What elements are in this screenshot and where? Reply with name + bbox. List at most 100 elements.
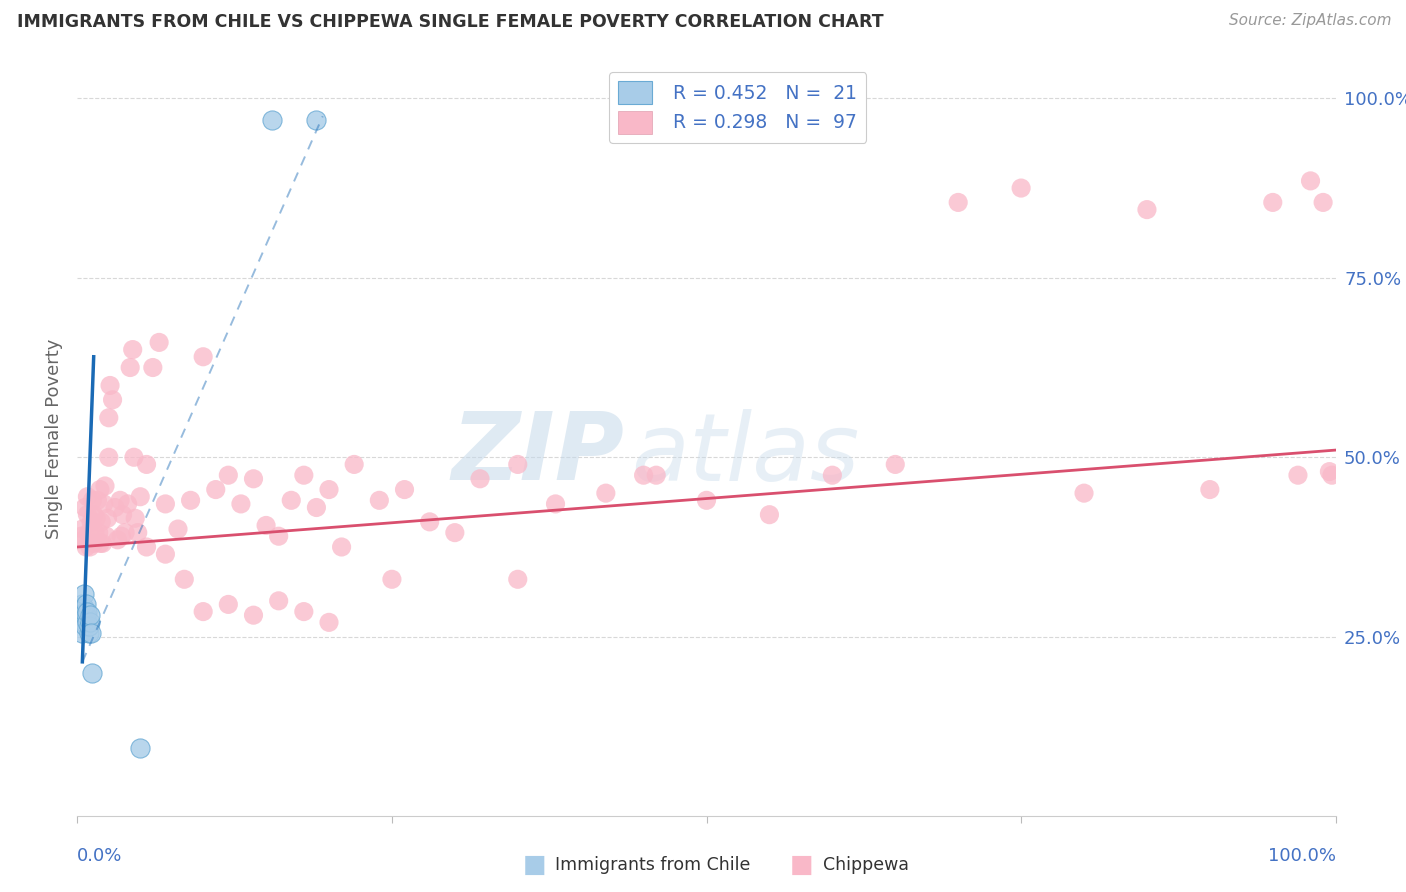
Point bbox=[419, 515, 441, 529]
Point bbox=[122, 450, 145, 465]
Text: ■: ■ bbox=[523, 854, 546, 877]
Point bbox=[129, 490, 152, 504]
Point bbox=[394, 483, 416, 497]
Point bbox=[292, 468, 315, 483]
Point bbox=[70, 529, 93, 543]
Point bbox=[73, 605, 96, 619]
Point bbox=[544, 497, 567, 511]
Point bbox=[96, 511, 118, 525]
Point bbox=[821, 468, 844, 483]
Point bbox=[318, 615, 340, 630]
Point bbox=[645, 468, 668, 483]
Point bbox=[1136, 202, 1159, 217]
Point bbox=[142, 360, 165, 375]
Point bbox=[633, 468, 655, 483]
Point bbox=[104, 500, 127, 515]
Point bbox=[1320, 468, 1343, 483]
Point bbox=[506, 572, 529, 586]
Point bbox=[444, 525, 467, 540]
Point bbox=[72, 522, 94, 536]
Point bbox=[75, 608, 97, 623]
Point bbox=[77, 626, 100, 640]
Point bbox=[267, 529, 290, 543]
Point bbox=[72, 533, 94, 547]
Point bbox=[96, 529, 118, 543]
Point bbox=[114, 525, 136, 540]
Point bbox=[758, 508, 780, 522]
Point bbox=[155, 497, 177, 511]
Point bbox=[90, 515, 112, 529]
Point bbox=[120, 360, 142, 375]
Text: IMMIGRANTS FROM CHILE VS CHIPPEWA SINGLE FEMALE POVERTY CORRELATION CHART: IMMIGRANTS FROM CHILE VS CHIPPEWA SINGLE… bbox=[17, 13, 883, 31]
Point bbox=[72, 587, 94, 601]
Point bbox=[87, 525, 110, 540]
Point bbox=[292, 605, 315, 619]
Point bbox=[84, 511, 107, 525]
Point bbox=[155, 547, 177, 561]
Point bbox=[89, 483, 111, 497]
Point bbox=[127, 525, 149, 540]
Point bbox=[82, 665, 104, 680]
Point bbox=[93, 497, 115, 511]
Point bbox=[121, 343, 143, 357]
Point bbox=[117, 497, 139, 511]
Point bbox=[506, 458, 529, 472]
Point bbox=[1299, 174, 1322, 188]
Point bbox=[91, 536, 114, 550]
Text: Immigrants from Chile: Immigrants from Chile bbox=[555, 856, 751, 874]
Point bbox=[76, 508, 98, 522]
Point bbox=[135, 458, 157, 472]
Point bbox=[89, 536, 111, 550]
Point bbox=[204, 483, 226, 497]
Point bbox=[1073, 486, 1095, 500]
Point bbox=[79, 540, 101, 554]
Point bbox=[94, 479, 117, 493]
Point bbox=[73, 619, 96, 633]
Point bbox=[1286, 468, 1309, 483]
Point bbox=[107, 533, 129, 547]
Text: atlas: atlas bbox=[631, 409, 859, 500]
Point bbox=[72, 615, 94, 630]
Point bbox=[1199, 483, 1222, 497]
Point bbox=[167, 522, 190, 536]
Point bbox=[135, 540, 157, 554]
Point bbox=[72, 601, 94, 615]
Point bbox=[1261, 195, 1284, 210]
Point bbox=[80, 515, 103, 529]
Point bbox=[129, 741, 152, 756]
Point bbox=[72, 626, 94, 640]
Point bbox=[76, 605, 98, 619]
Point bbox=[217, 468, 239, 483]
Point bbox=[1312, 195, 1334, 210]
Point bbox=[1010, 181, 1032, 195]
Point bbox=[83, 536, 105, 550]
Point bbox=[468, 472, 491, 486]
Point bbox=[242, 472, 264, 486]
Point bbox=[97, 450, 120, 465]
Point bbox=[191, 350, 215, 364]
Point bbox=[191, 605, 215, 619]
Point bbox=[77, 619, 100, 633]
Point bbox=[242, 608, 264, 623]
Text: Source: ZipAtlas.com: Source: ZipAtlas.com bbox=[1229, 13, 1392, 29]
Point bbox=[82, 493, 104, 508]
Point bbox=[173, 572, 195, 586]
Point bbox=[97, 410, 120, 425]
Point bbox=[381, 572, 404, 586]
Point bbox=[180, 493, 202, 508]
Legend:  R = 0.452   N =  21,  R = 0.298   N =  97: R = 0.452 N = 21, R = 0.298 N = 97 bbox=[609, 72, 866, 143]
Point bbox=[75, 598, 97, 612]
Text: ■: ■ bbox=[790, 854, 813, 877]
Point bbox=[696, 493, 718, 508]
Y-axis label: Single Female Poverty: Single Female Poverty bbox=[45, 339, 63, 540]
Point bbox=[1319, 465, 1341, 479]
Point bbox=[110, 529, 132, 543]
Text: 0.0%: 0.0% bbox=[77, 847, 122, 865]
Text: 100.0%: 100.0% bbox=[1268, 847, 1336, 865]
Point bbox=[280, 493, 302, 508]
Point bbox=[70, 612, 93, 626]
Point bbox=[330, 540, 353, 554]
Point bbox=[80, 626, 103, 640]
Point bbox=[72, 598, 94, 612]
Point bbox=[73, 500, 96, 515]
